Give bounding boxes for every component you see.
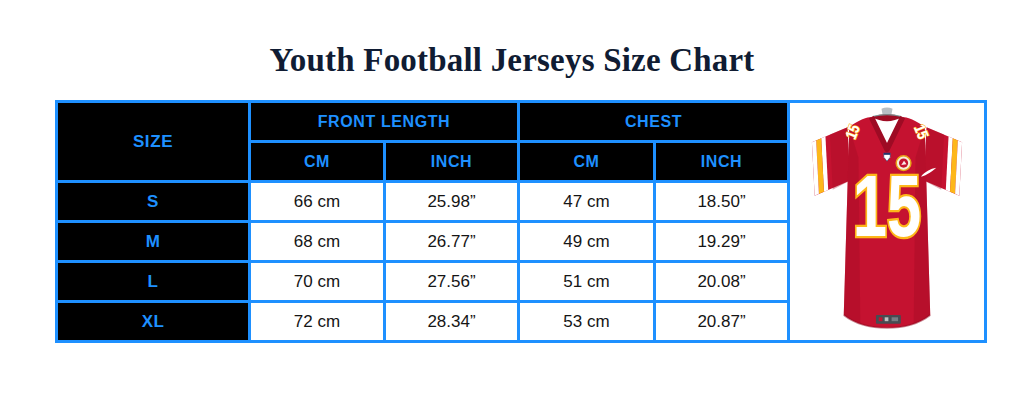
jersey-image-cell: 15 15 15 bbox=[789, 102, 986, 342]
col-header-chest-cm: CM bbox=[519, 142, 655, 182]
chest-cm-value: 53 cm bbox=[519, 302, 655, 342]
size-label: S bbox=[57, 182, 250, 222]
col-header-chest-inch: INCH bbox=[655, 142, 789, 182]
chest-cm-value: 51 cm bbox=[519, 262, 655, 302]
chest-cm-value: 49 cm bbox=[519, 222, 655, 262]
front-length-inch-value: 25.98” bbox=[385, 182, 519, 222]
front-length-cm-value: 68 cm bbox=[250, 222, 385, 262]
front-length-cm-value: 72 cm bbox=[250, 302, 385, 342]
size-label: L bbox=[57, 262, 250, 302]
size-label: M bbox=[57, 222, 250, 262]
col-header-front-inch: INCH bbox=[385, 142, 519, 182]
front-length-cm-value: 66 cm bbox=[250, 182, 385, 222]
header-row-groups: SIZE FRONT LENGTH CHEST bbox=[57, 102, 986, 142]
jersey-number-center: 15 bbox=[853, 157, 922, 254]
front-length-inch-value: 27.56” bbox=[385, 262, 519, 302]
chest-inch-value: 18.50” bbox=[655, 182, 789, 222]
front-length-cm-value: 70 cm bbox=[250, 262, 385, 302]
col-header-front-cm: CM bbox=[250, 142, 385, 182]
chest-inch-value: 20.08” bbox=[655, 262, 789, 302]
page-title: Youth Football Jerseys Size Chart bbox=[0, 0, 1024, 79]
front-length-inch-value: 26.77” bbox=[385, 222, 519, 262]
col-header-size: SIZE bbox=[57, 102, 250, 182]
size-label: XL bbox=[57, 302, 250, 342]
chest-inch-value: 19.29” bbox=[655, 222, 789, 262]
chest-inch-value: 20.87” bbox=[655, 302, 789, 342]
chest-cm-value: 47 cm bbox=[519, 182, 655, 222]
front-length-inch-value: 28.34” bbox=[385, 302, 519, 342]
jersey-image: 15 15 15 bbox=[799, 107, 975, 337]
jock-tag bbox=[876, 314, 901, 323]
col-header-front-length: FRONT LENGTH bbox=[250, 102, 519, 142]
col-header-chest: CHEST bbox=[519, 102, 789, 142]
size-chart-table: SIZE FRONT LENGTH CHEST bbox=[55, 100, 987, 343]
